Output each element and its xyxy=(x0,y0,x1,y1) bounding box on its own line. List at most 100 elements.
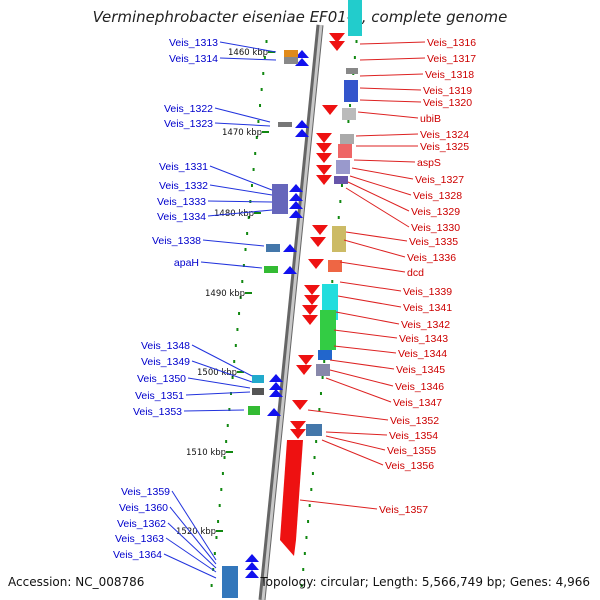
gene-label-left: apaH xyxy=(174,257,199,269)
forward-gene-color-block xyxy=(306,424,322,436)
forward-gene-arrow xyxy=(329,33,345,43)
forward-gene-color-block xyxy=(328,260,342,272)
accession-text: Accession: NC_008786 xyxy=(8,575,145,589)
forward-gene-arrow xyxy=(316,133,332,143)
gene-label-right: Veis_1347 xyxy=(393,397,442,409)
forward-gene-arrow xyxy=(316,143,332,153)
forward-gene-color-block xyxy=(342,108,356,120)
gene-label-right: Veis_1352 xyxy=(390,415,439,427)
gene-label-left: Veis_1363 xyxy=(115,533,164,545)
forward-gene-color-block xyxy=(336,160,350,174)
reverse-gene-color-block xyxy=(222,566,238,598)
reverse-gene-color-block xyxy=(278,122,292,127)
reverse-gene-arrow xyxy=(267,408,281,416)
gene-label-left: Veis_1323 xyxy=(164,118,213,130)
gene-label-left: Veis_1313 xyxy=(169,37,218,49)
gene-label-left: Veis_1333 xyxy=(157,196,206,208)
reverse-gene-color-block xyxy=(284,50,298,58)
leader-line-right xyxy=(359,41,426,45)
reverse-gene-color-block xyxy=(252,375,264,383)
reverse-gene-arrow xyxy=(295,58,309,66)
forward-gene-color-block xyxy=(344,80,358,102)
gene-label-right: Veis_1324 xyxy=(420,129,469,141)
gene-label-right: ubiB xyxy=(420,113,441,125)
leader-line-right xyxy=(359,57,426,61)
leader-line-right xyxy=(339,261,406,273)
forward-gene-large-arrow xyxy=(280,440,303,556)
gene-label-right: Veis_1336 xyxy=(407,252,456,264)
gene-label-left: Veis_1332 xyxy=(159,180,208,192)
leader-line-right xyxy=(299,499,378,510)
gene-label-left: Veis_1362 xyxy=(117,518,166,530)
forward-gene-arrow xyxy=(302,315,318,325)
leader-line-right xyxy=(349,175,412,196)
gene-label-left: Veis_1350 xyxy=(137,373,186,385)
gene-label-right: Veis_1355 xyxy=(387,445,436,457)
leader-line-right xyxy=(355,133,419,137)
leader-line-left xyxy=(167,522,217,569)
leader-line-right xyxy=(345,231,408,242)
reverse-gene-color-block xyxy=(266,244,280,252)
leader-line-right xyxy=(343,239,406,258)
gene-label-right: Veis_1356 xyxy=(385,460,434,472)
scale-tick-label: 1470 kbp xyxy=(222,128,262,138)
leader-line-left xyxy=(202,239,265,247)
gene-label-right: dcd xyxy=(407,267,424,279)
gene-label-left: Veis_1334 xyxy=(157,211,206,223)
scale-tick-label: 1460 kbp xyxy=(228,48,268,58)
gene-label-right: Veis_1318 xyxy=(425,69,474,81)
reverse-gene-arrow xyxy=(245,554,259,562)
leader-line-left xyxy=(169,506,217,565)
forward-gene-arrow xyxy=(316,175,332,185)
reverse-gene-arrow xyxy=(295,129,309,137)
scale-tick-label: 1520 kbp xyxy=(176,527,216,537)
leader-line-right xyxy=(357,111,419,119)
gene-label-right: Veis_1341 xyxy=(403,302,452,314)
reverse-gene-arrow xyxy=(295,50,309,58)
forward-gene-arrow xyxy=(312,225,328,235)
leader-line-right xyxy=(359,87,422,91)
forward-gene-color-block xyxy=(348,0,362,36)
gene-label-right: Veis_1346 xyxy=(395,381,444,393)
leader-line-right xyxy=(325,377,392,403)
forward-gene-arrow xyxy=(310,237,326,247)
leader-line-right xyxy=(359,73,424,77)
leader-line-left xyxy=(214,107,271,123)
gene-label-left: Veis_1314 xyxy=(169,53,218,65)
leader-line-left xyxy=(187,377,251,389)
gene-label-right: Veis_1343 xyxy=(399,333,448,345)
leader-line-left xyxy=(191,360,253,383)
forward-gene-color-block xyxy=(346,68,358,74)
gene-label-left: Veis_1348 xyxy=(141,340,190,352)
scale-tick-label: 1500 kbp xyxy=(197,368,237,378)
reverse-gene-arrow xyxy=(289,193,303,201)
leader-line-left xyxy=(165,537,217,573)
forward-gene-arrow xyxy=(316,153,332,163)
reverse-gene-color-block xyxy=(272,184,288,214)
leader-line-left xyxy=(163,553,217,579)
gene-label-right: Veis_1357 xyxy=(379,504,428,516)
gene-label-right: Veis_1316 xyxy=(427,37,476,49)
leader-line-left xyxy=(209,184,273,196)
forward-gene-color-block xyxy=(318,350,332,360)
gene-label-right: Veis_1317 xyxy=(427,53,476,65)
reverse-gene-arrow xyxy=(289,210,303,218)
forward-gene-color-block xyxy=(334,176,348,184)
reverse-gene-arrow xyxy=(283,244,297,252)
leader-line-left xyxy=(183,409,245,412)
reverse-gene-arrow xyxy=(269,374,283,382)
forward-gene-arrow xyxy=(302,305,318,315)
forward-gene-arrow xyxy=(292,400,308,410)
leader-line-right xyxy=(325,435,386,451)
leader-line-left xyxy=(171,490,217,561)
gene-label-left: Veis_1359 xyxy=(121,486,170,498)
gene-label-left: Veis_1331 xyxy=(159,161,208,173)
forward-gene-color-block xyxy=(340,134,354,144)
leader-line-right xyxy=(329,359,395,370)
leader-line-right xyxy=(329,369,394,387)
reverse-gene-arrow xyxy=(269,389,283,397)
leader-line-right xyxy=(347,181,410,212)
scale-tick-label: 1490 kbp xyxy=(205,289,245,299)
